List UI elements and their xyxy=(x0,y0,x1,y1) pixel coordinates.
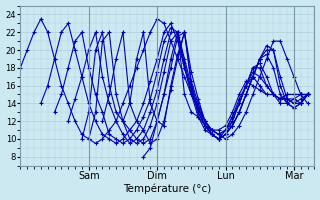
X-axis label: Température (°c): Température (°c) xyxy=(123,184,212,194)
